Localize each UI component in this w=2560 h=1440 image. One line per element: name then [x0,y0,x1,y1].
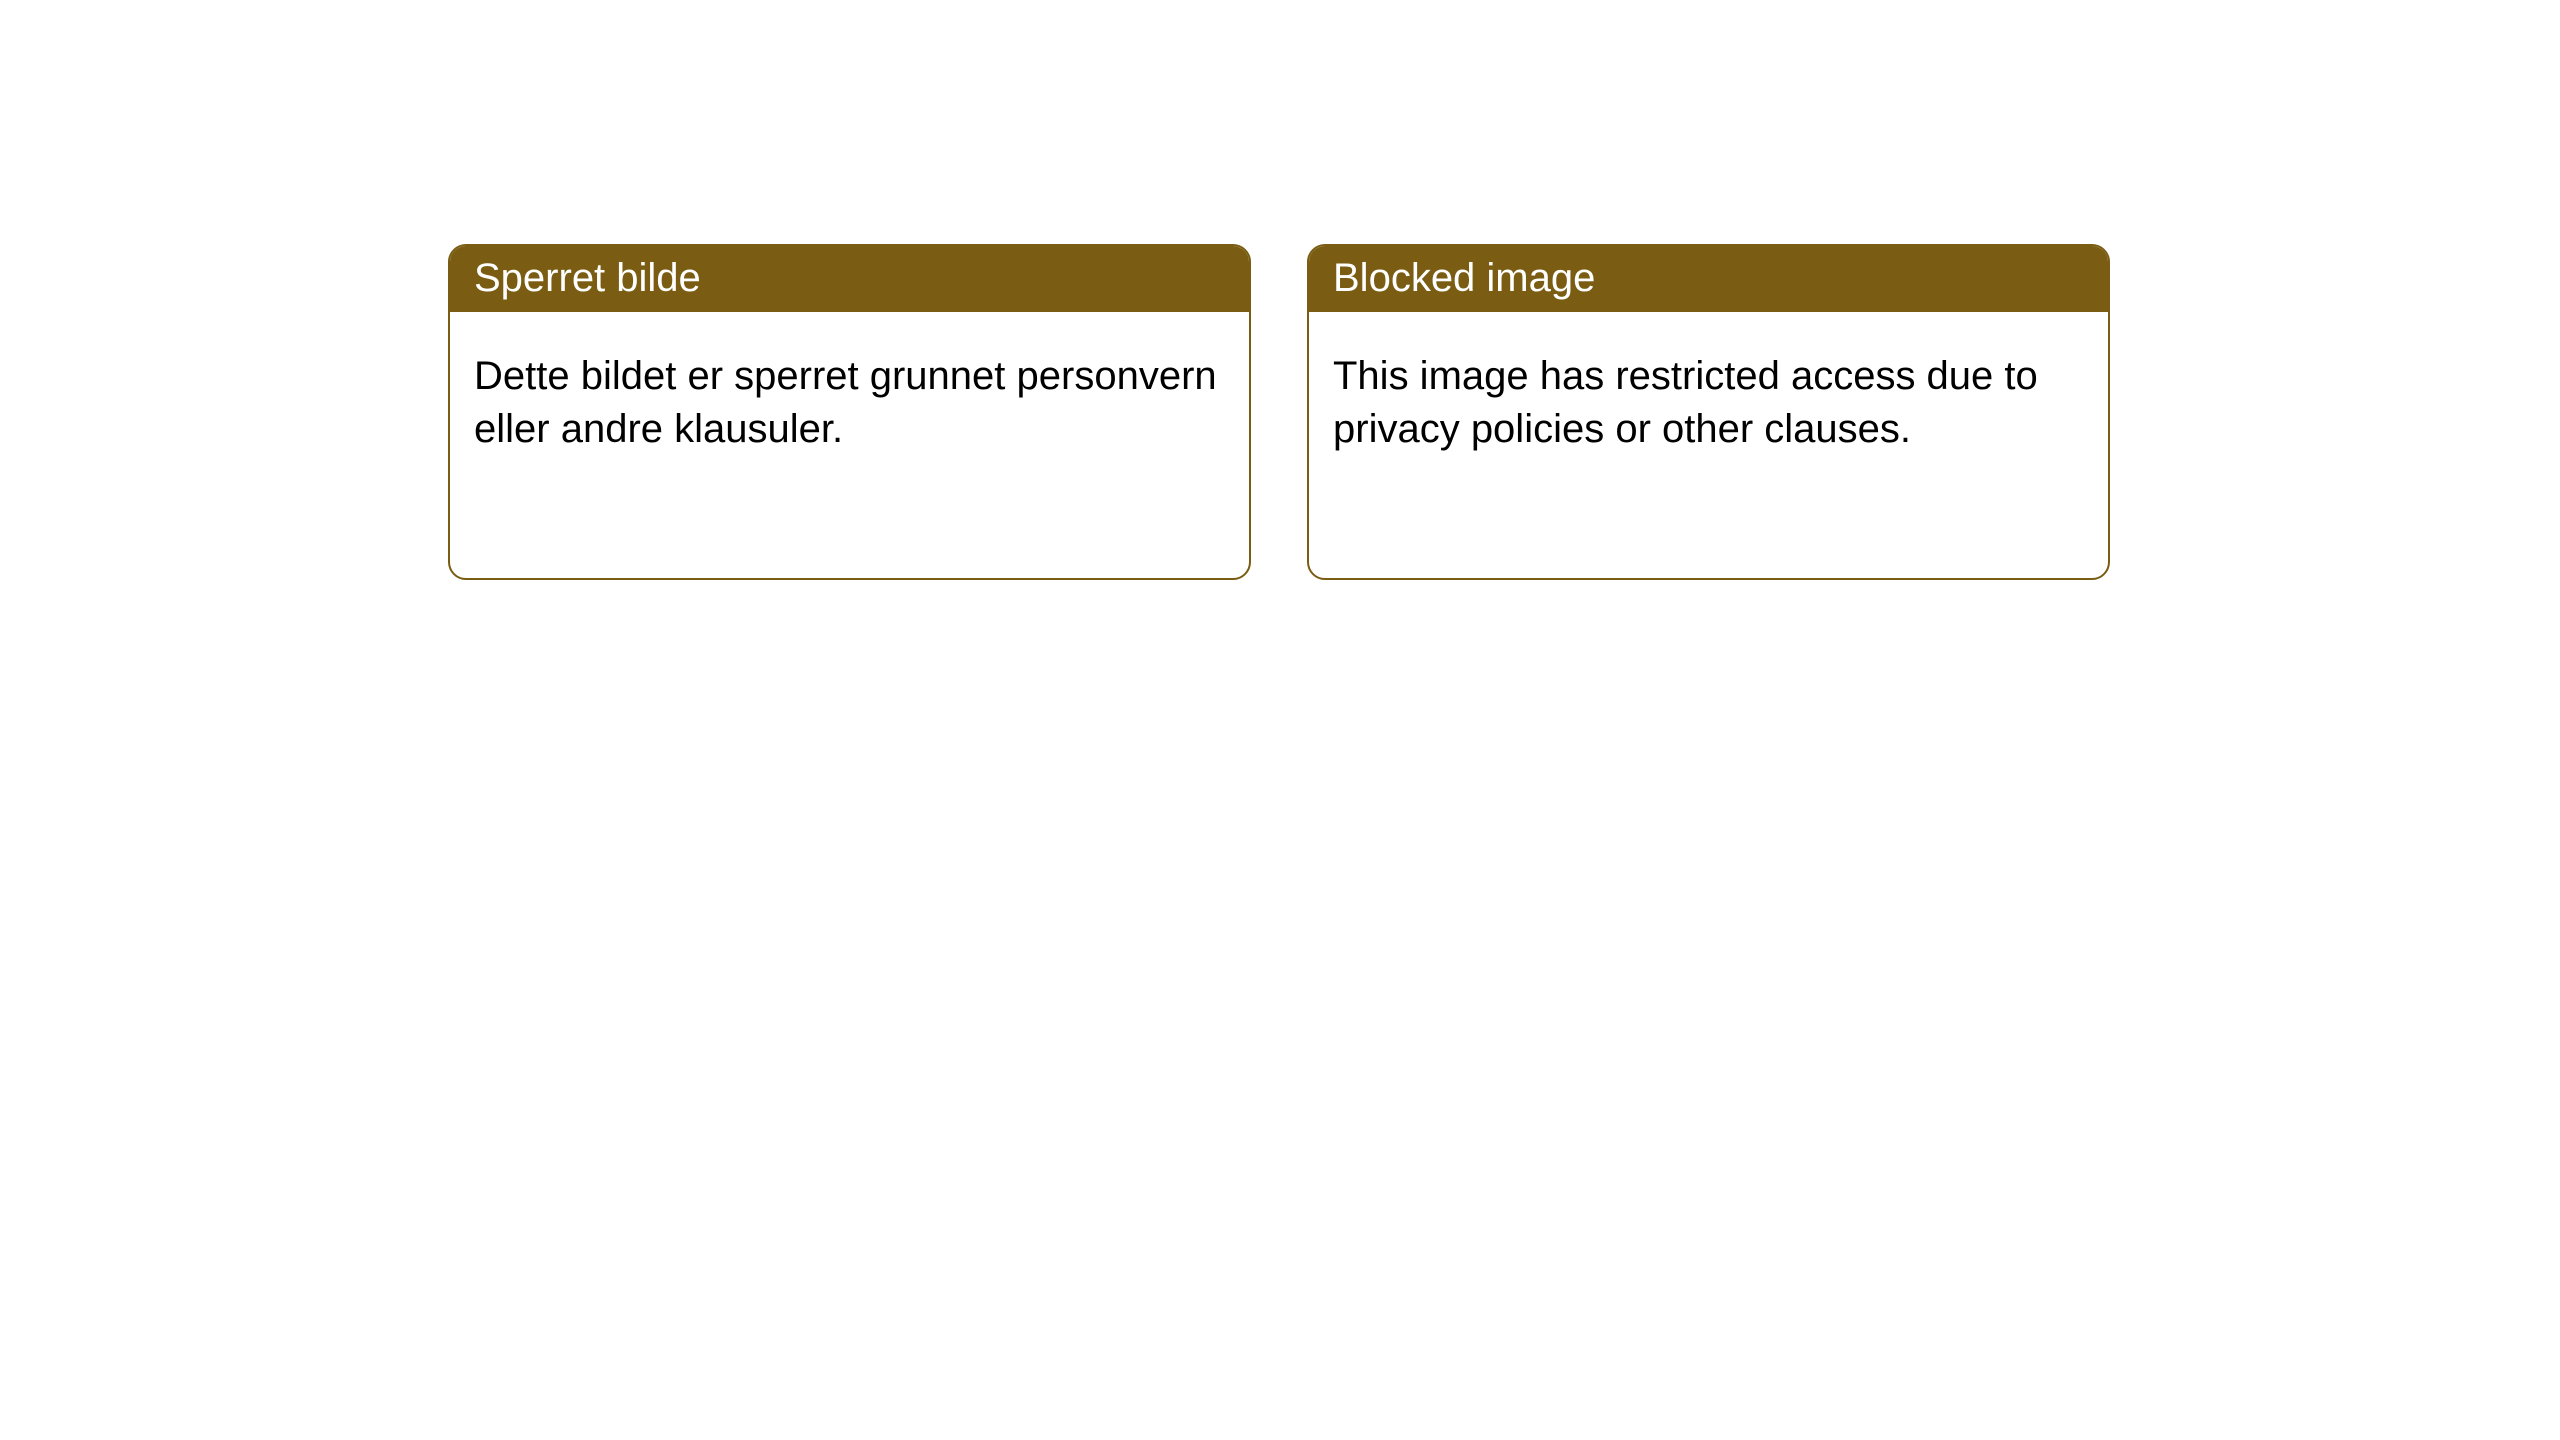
notice-title-en: Blocked image [1309,246,2108,312]
notice-container: Sperret bilde Dette bildet er sperret gr… [0,0,2560,580]
notice-card-no: Sperret bilde Dette bildet er sperret gr… [448,244,1251,580]
notice-body-no: Dette bildet er sperret grunnet personve… [450,312,1249,480]
notice-card-en: Blocked image This image has restricted … [1307,244,2110,580]
notice-title-no: Sperret bilde [450,246,1249,312]
notice-body-en: This image has restricted access due to … [1309,312,2108,480]
